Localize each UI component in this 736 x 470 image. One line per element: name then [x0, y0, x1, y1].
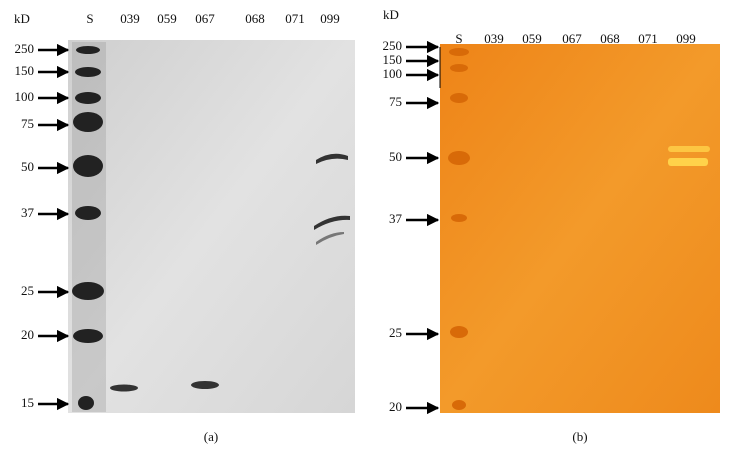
lane-label: S	[86, 11, 93, 26]
lane-label: 099	[320, 11, 340, 26]
marker-label: 250	[15, 41, 35, 56]
sample-bands-a	[110, 153, 350, 392]
marker-label: 100	[383, 66, 403, 81]
lane-label: S	[455, 31, 462, 46]
marker-label: 15	[21, 395, 34, 410]
unit-label: kD	[14, 11, 30, 26]
marker-label: 150	[383, 52, 403, 67]
lane-label: 039	[120, 11, 140, 26]
lane-label: 067	[195, 11, 215, 26]
unit-label: kD	[383, 7, 399, 22]
lane-label: 039	[484, 31, 504, 46]
marker-label: 100	[15, 89, 35, 104]
marker-label: 25	[389, 325, 402, 340]
marker-label: 50	[21, 159, 34, 174]
caption: (b)	[572, 429, 587, 444]
marker-label: 20	[389, 399, 402, 414]
lane-label: 068	[600, 31, 620, 46]
caption: (a)	[204, 429, 218, 444]
marker-label: 150	[15, 63, 35, 78]
marker-label: 25	[21, 283, 34, 298]
lane-label: 059	[157, 11, 177, 26]
marker-label: 37	[21, 205, 35, 220]
marker-label: 250	[383, 38, 403, 53]
marker-label: 20	[21, 327, 34, 342]
gel-a	[68, 40, 355, 413]
lane-label: 099	[676, 31, 696, 46]
marker-label: 75	[389, 94, 402, 109]
lane-label: 071	[285, 11, 305, 26]
marker-label: 75	[21, 116, 34, 131]
lane-label: 067	[562, 31, 582, 46]
marker-label: 37	[389, 211, 403, 226]
lane-label: 059	[522, 31, 542, 46]
marker-label: 50	[389, 149, 402, 164]
marker-bands-a	[72, 46, 104, 410]
marker-bands-b	[448, 48, 470, 410]
gel-b	[440, 44, 720, 413]
lane-label: 071	[638, 31, 658, 46]
lane-label: 068	[245, 11, 265, 26]
sample-bands-b	[668, 146, 710, 166]
